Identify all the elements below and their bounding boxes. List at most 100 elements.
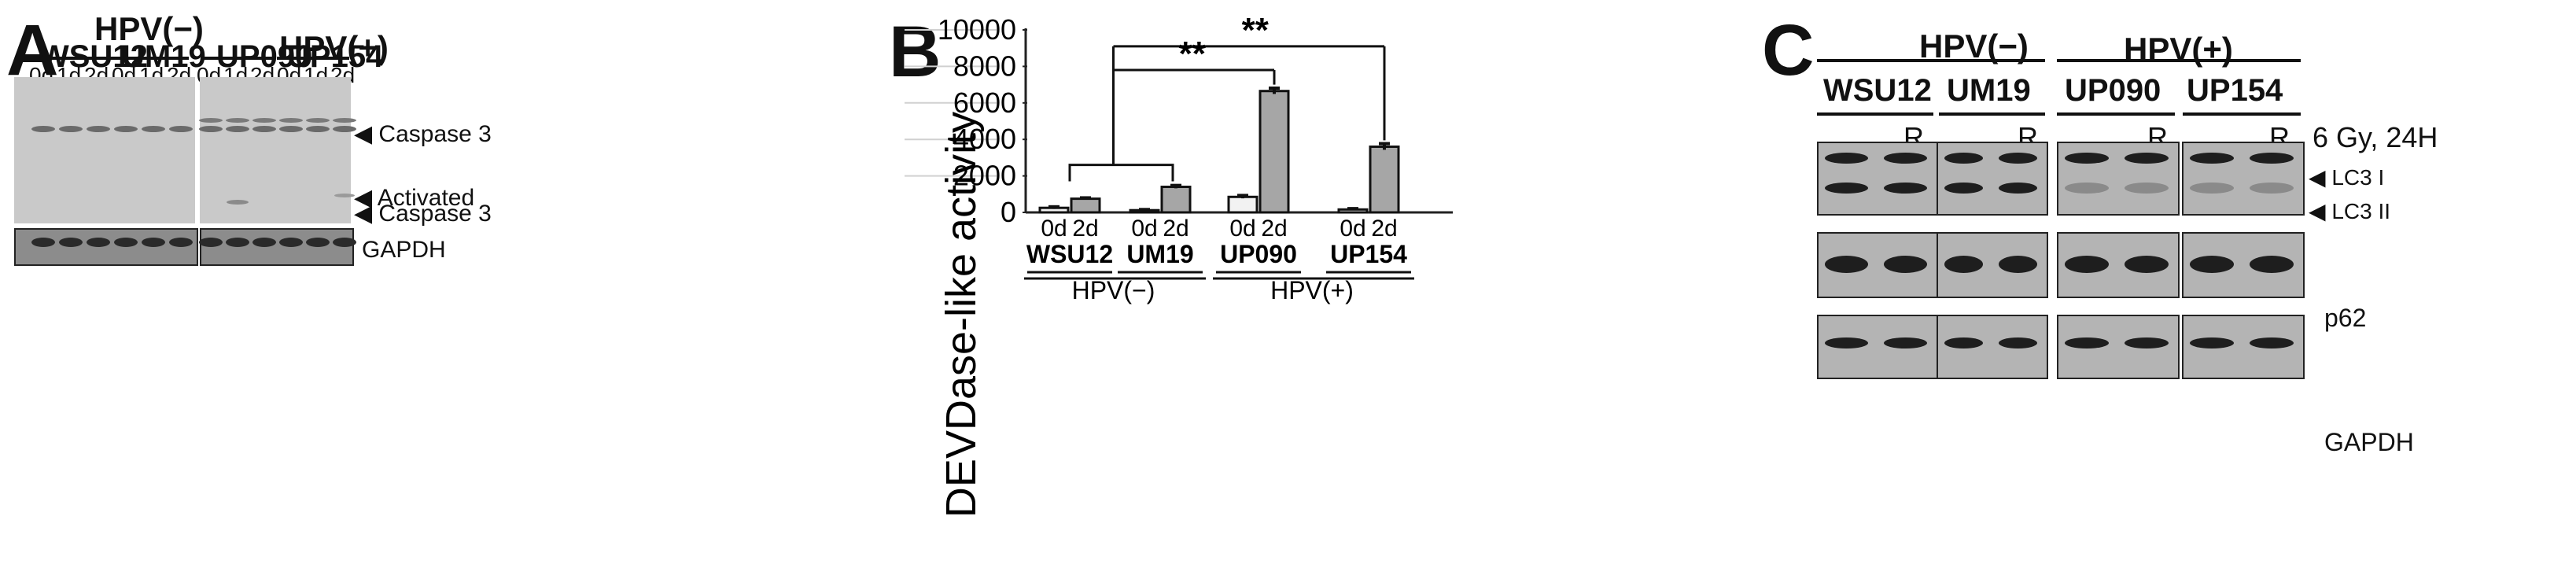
x-category-label: UP090 (1220, 240, 1297, 268)
significance-label: ** (1242, 11, 1270, 50)
caspase3-upper-band (306, 118, 330, 123)
panel-c-band (1999, 153, 2037, 164)
panel-c-underline (2057, 112, 2175, 116)
panel-c-line-up154: UP154 (2187, 73, 2283, 108)
panel-c-band (1999, 183, 2037, 194)
gapdh-band (87, 238, 110, 247)
panel-c-hpv-negative: HPV(−) (1919, 28, 2029, 65)
activated-caspase3-band (227, 200, 249, 205)
panel-a-underline (201, 57, 275, 60)
panel-b-letter: B (889, 12, 942, 92)
panel-c-band (2125, 183, 2169, 194)
gapdh-band (142, 238, 165, 247)
x-series-label: 2d (1261, 216, 1287, 242)
panel-a-gapdh-blot-neg (14, 228, 198, 266)
caspase3-band (226, 126, 249, 132)
bar-WSU12-2d (1070, 197, 1101, 214)
panel-c-band (1884, 183, 1927, 194)
panel-c-band (2250, 153, 2294, 164)
gapdh-band (306, 238, 330, 247)
y-tick-label: 10000 (938, 13, 1016, 46)
panel-c-band (2190, 183, 2234, 194)
x-series-label: 0d (1131, 216, 1157, 242)
panel-c-band (1825, 153, 1868, 164)
caspase3-band (306, 126, 330, 132)
y-tick-label: 0 (1001, 196, 1016, 228)
y-tick-label: 8000 (953, 50, 1016, 82)
panel-c-group-line (1817, 59, 2045, 62)
x-category-label: UP154 (1330, 240, 1407, 268)
y-tick-label: 2000 (953, 160, 1016, 192)
caspase3-band (252, 126, 276, 132)
panel-c-underline (1817, 112, 1933, 116)
panel-c-band (2190, 153, 2234, 164)
panel-a-caspase-blot-neg (14, 77, 195, 223)
panel-a-caspase-blot-pos (200, 77, 351, 223)
y-tick-label: 4000 (953, 123, 1016, 155)
panel-c-band (1884, 153, 1927, 164)
x-category-label: WSU12 (1026, 240, 1113, 268)
gapdh-band (169, 238, 193, 247)
y-tick-label: 6000 (953, 87, 1016, 119)
panel-c-band (2250, 256, 2294, 273)
panel-c-condition: 6 Gy, 24H (2313, 121, 2438, 153)
gapdh-band (333, 238, 356, 247)
caspase3-upper-band (226, 118, 249, 123)
panel-c-band (2065, 337, 2109, 349)
x-series-label: 2d (1371, 216, 1397, 242)
panel-a-label-activated: ◀ Activated (354, 185, 475, 211)
caspase3-upper-band (199, 118, 223, 123)
panel-c-band (1825, 256, 1868, 273)
caspase3-upper-band (333, 118, 356, 123)
x-series-label: 0d (1229, 216, 1255, 242)
y-axis-label: DEVDase-like activity (938, 112, 985, 518)
caspase3-band (169, 126, 193, 132)
panel-c-label-lc3i: ◀ LC3 I (2309, 165, 2385, 190)
x-series-label: 2d (1072, 216, 1098, 242)
lc3ii-text: LC3 II (2331, 199, 2391, 223)
gapdh-band (31, 238, 55, 247)
panel-c-band (2065, 183, 2109, 194)
bar-UP090-0d (1227, 195, 1259, 214)
panel-c-label-gapdh: GAPDH (2324, 428, 2414, 456)
panel-c-band (2125, 153, 2169, 164)
activated-caspase3-band (334, 194, 355, 197)
panel-a-label-caspase3b: ◀ Caspase 3 (354, 201, 492, 227)
panel-c-letter: C (1762, 10, 1815, 90)
panel-c-band (1884, 256, 1927, 273)
panel-a-label-gapdh: GAPDH (362, 237, 446, 263)
panel-c-band (1999, 256, 2037, 273)
panel-c-band (1944, 183, 1983, 194)
panel-a-label-caspase3: ◀ Caspase 3 (354, 121, 492, 147)
panel-c-line-um19: UM19 (1947, 73, 2031, 108)
gapdh-band (59, 238, 83, 247)
gapdh-band (199, 238, 223, 247)
caspase3-band (199, 126, 223, 132)
panel-c-underline (1939, 112, 2045, 116)
caspase3-text: Caspase 3 (378, 121, 492, 147)
group-label-hpv-pos: HPV(+) (1270, 276, 1354, 304)
panel-c-line-wsu12: WSU12 (1823, 73, 1932, 108)
lc3i-text: LC3 I (2331, 165, 2385, 190)
x-series-label: 0d (1041, 216, 1067, 242)
panel-c-label-lc3ii: ◀ LC3 II (2309, 199, 2391, 223)
caspase3b-text: Caspase 3 (378, 201, 492, 227)
panel-c-band (2125, 337, 2169, 349)
panel-c-band (2250, 183, 2294, 194)
panel-a-underline (118, 57, 189, 60)
bar-UP090-2d (1259, 90, 1290, 214)
panel-a-hpv-negative: HPV(−) (94, 10, 204, 47)
panel-c-band (1825, 183, 1868, 194)
bar-UM19-2d (1160, 186, 1192, 214)
panel-c-band (1944, 337, 1983, 349)
x-category-label: UM19 (1126, 240, 1193, 268)
panel-c-band (2125, 256, 2169, 273)
gapdh-band (226, 238, 249, 247)
caspase3-band (142, 126, 165, 132)
panel-c-line-up090: UP090 (2065, 73, 2161, 108)
bar-UP154-2d (1369, 145, 1400, 214)
panel-c-band (2190, 337, 2234, 349)
panel-c-band (2065, 153, 2109, 164)
gapdh-band (279, 238, 303, 247)
gapdh-band (114, 238, 138, 247)
